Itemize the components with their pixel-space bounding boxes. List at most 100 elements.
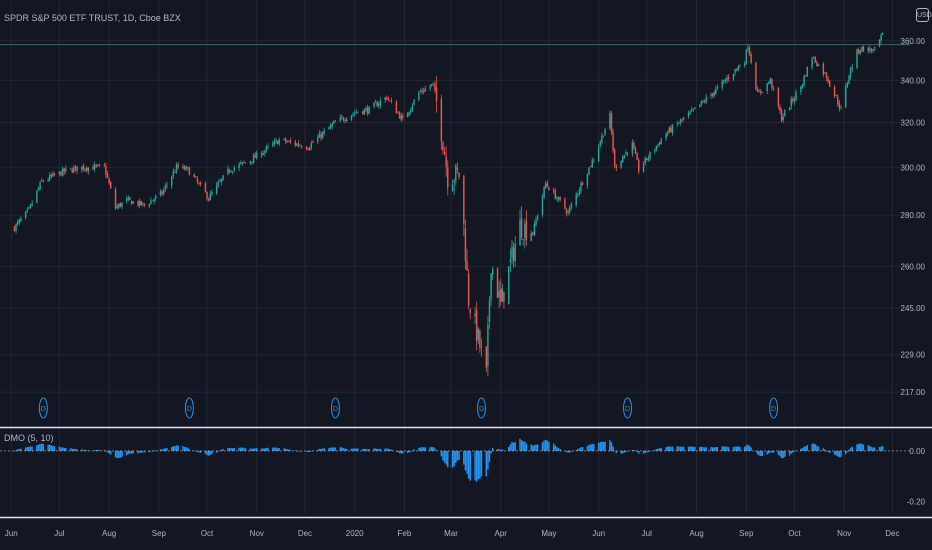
candle bbox=[848, 74, 850, 85]
dmo-bar bbox=[463, 450, 465, 465]
candle bbox=[490, 273, 492, 306]
dmo-bar bbox=[256, 448, 258, 451]
candle bbox=[422, 87, 425, 95]
dividend-marker[interactable]: D bbox=[476, 397, 486, 419]
dmo-bar bbox=[760, 450, 762, 457]
candle bbox=[323, 127, 325, 136]
candle bbox=[801, 83, 804, 90]
candle bbox=[140, 200, 142, 206]
dmo-bar bbox=[252, 448, 255, 451]
dmo-bar bbox=[408, 450, 410, 453]
dmo-bar bbox=[384, 448, 386, 451]
candle bbox=[451, 179, 454, 192]
candle bbox=[188, 166, 191, 176]
candle bbox=[556, 195, 558, 202]
dividend-marker[interactable]: D bbox=[330, 397, 340, 419]
dmo-bar bbox=[846, 450, 849, 452]
dmo-bar bbox=[249, 448, 252, 451]
dmo-axis[interactable]: 0.00 -0.20 bbox=[907, 447, 926, 506]
candle bbox=[580, 181, 582, 194]
dmo-bar bbox=[138, 450, 141, 453]
candle bbox=[610, 110, 613, 135]
candle bbox=[275, 137, 277, 144]
dmo-bar bbox=[172, 446, 175, 451]
dividend-marker[interactable]: D bbox=[184, 397, 194, 419]
candle bbox=[769, 77, 772, 85]
dmo-bar bbox=[804, 446, 807, 451]
candle bbox=[265, 144, 268, 153]
candle bbox=[535, 216, 537, 227]
dmo-bar bbox=[803, 446, 805, 451]
candle bbox=[309, 146, 311, 151]
candle bbox=[400, 112, 402, 123]
candle bbox=[631, 139, 634, 157]
candle bbox=[435, 76, 438, 113]
candle bbox=[50, 173, 53, 179]
dividend-marker[interactable]: D bbox=[769, 397, 779, 419]
candle bbox=[256, 150, 258, 160]
candle bbox=[857, 47, 860, 55]
dmo-bar bbox=[217, 450, 219, 452]
dmo-histogram bbox=[13, 438, 884, 482]
candle bbox=[98, 163, 101, 167]
candle bbox=[387, 96, 390, 102]
price-axis[interactable]: 360.00 340.00 320.00 300.00 280.00 260.00 245.… bbox=[901, 37, 926, 397]
candle bbox=[398, 111, 401, 119]
dmo-bar bbox=[500, 450, 502, 451]
dmo-bar bbox=[801, 447, 804, 451]
currency-badge[interactable]: USD bbox=[916, 8, 932, 22]
candle bbox=[262, 150, 264, 156]
dmo-bar bbox=[65, 447, 67, 451]
dmo-bar bbox=[353, 448, 356, 451]
dmo-bar bbox=[816, 445, 818, 451]
dividend-marker[interactable]: D bbox=[623, 397, 633, 419]
dmo-bar bbox=[511, 441, 513, 451]
dmo-bar bbox=[771, 450, 773, 453]
dmo-bar bbox=[490, 450, 492, 454]
candle bbox=[16, 219, 19, 227]
candle bbox=[374, 99, 377, 104]
dmo-bar bbox=[275, 447, 277, 451]
dmo-bar bbox=[827, 450, 829, 452]
dmo-bar bbox=[455, 450, 457, 463]
dmo-bar bbox=[400, 450, 402, 454]
candle bbox=[464, 219, 467, 270]
dmo-bar bbox=[174, 445, 176, 451]
time-axis[interactable]: Jun Jul Aug Sep Oct Nov Dec 2020 Feb Mar Apr May Jun… bbox=[5, 529, 900, 538]
dmo-bar bbox=[703, 447, 706, 451]
candle bbox=[665, 132, 667, 141]
symbol-title[interactable]: SPDR S&P 500 ETF TRUST, 1D, Cboe BZX bbox=[4, 13, 181, 23]
candle bbox=[488, 295, 491, 329]
candle bbox=[171, 175, 173, 189]
candle bbox=[575, 191, 577, 208]
candle bbox=[581, 181, 584, 186]
candle bbox=[621, 154, 624, 163]
dmo-bar bbox=[84, 449, 86, 451]
candle bbox=[345, 117, 348, 123]
candle bbox=[644, 156, 646, 166]
candle bbox=[626, 152, 629, 157]
dmo-bar bbox=[824, 449, 826, 451]
dmo-bar bbox=[589, 444, 592, 451]
dmo-bar bbox=[859, 443, 861, 451]
dmo-bar bbox=[485, 450, 488, 477]
candle bbox=[824, 71, 826, 75]
indicator-title[interactable]: DMO (5, 10) bbox=[4, 433, 54, 443]
candle bbox=[328, 126, 330, 130]
candle bbox=[565, 208, 568, 217]
dmo-bar bbox=[445, 450, 447, 465]
candle bbox=[837, 94, 839, 107]
dmo-bar bbox=[498, 448, 500, 451]
candle bbox=[276, 140, 279, 145]
dividend-marker[interactable]: D bbox=[38, 397, 48, 419]
dmo-bar bbox=[264, 448, 266, 451]
candle bbox=[29, 203, 32, 209]
candle bbox=[198, 181, 200, 186]
candle bbox=[856, 48, 858, 70]
dmo-bar bbox=[467, 450, 470, 479]
candle bbox=[164, 183, 167, 193]
candle bbox=[352, 112, 354, 117]
candle bbox=[231, 170, 234, 175]
